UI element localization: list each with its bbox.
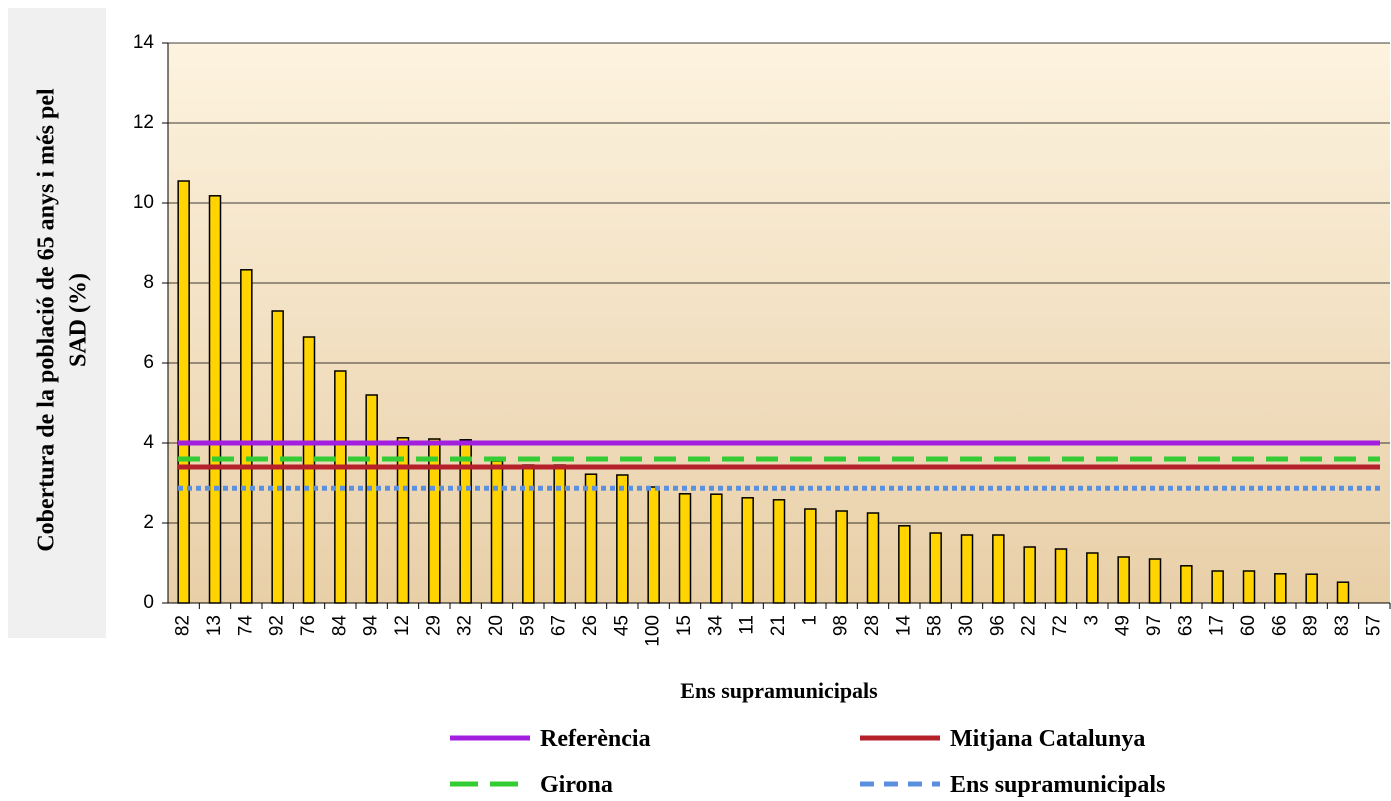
bar [1274, 573, 1287, 604]
x-tick-label: 20 [486, 615, 507, 636]
bar [177, 180, 190, 604]
bar [1211, 570, 1224, 604]
x-tick-label: 29 [423, 615, 444, 636]
x-tick-label: 11 [737, 615, 758, 635]
x-tick-label: 13 [204, 615, 225, 636]
bar [1148, 558, 1162, 604]
y-tick-label: 10 [133, 192, 154, 213]
x-tick-label: 32 [455, 615, 476, 636]
x-axis-title: Ens supramunicipals [680, 678, 878, 703]
bar [1086, 552, 1099, 604]
x-tick-label: 96 [987, 615, 1008, 636]
x-tick-label: 30 [956, 615, 977, 636]
x-tick-label: 57 [1363, 615, 1384, 636]
x-tick-label: 21 [768, 615, 789, 636]
y-axis-title: Cobertura de la població de 65 anys i mé… [34, 88, 60, 552]
bar [992, 534, 1005, 604]
x-tick-label: 84 [329, 615, 350, 637]
y-tick-label: 0 [143, 592, 154, 613]
bar [866, 512, 880, 604]
x-tick-label: 82 [173, 615, 194, 636]
bar [1305, 573, 1318, 604]
bar [240, 269, 253, 604]
bar [929, 532, 942, 604]
bar [898, 525, 911, 604]
x-tick-label: 58 [925, 615, 946, 636]
bar [835, 510, 848, 604]
x-tick-label: 59 [517, 615, 538, 636]
x-tick-label: 92 [267, 615, 288, 636]
x-tick-label: 17 [1207, 615, 1228, 636]
x-tick-label: 94 [361, 615, 382, 637]
x-tick-label: 26 [580, 615, 601, 636]
x-tick-label: 72 [1050, 615, 1071, 636]
bar [490, 460, 504, 604]
bar [772, 499, 786, 604]
legend-label: Ens supramunicipals [950, 772, 1165, 798]
x-tick-label: 83 [1332, 615, 1353, 636]
x-tick-label: 60 [1238, 615, 1259, 636]
x-tick-label: 74 [235, 615, 256, 637]
x-tick-label: 14 [893, 615, 914, 637]
legend-label: Mitjana Catalunya [950, 726, 1145, 752]
bar [1180, 565, 1193, 604]
x-tick-label: 89 [1301, 615, 1322, 636]
x-tick-label: 28 [862, 615, 883, 636]
x-tick-label: 1 [799, 615, 820, 626]
y-tick-label: 14 [133, 32, 155, 53]
bar [647, 486, 660, 604]
bar [1336, 581, 1350, 604]
y-tick-label: 12 [133, 112, 154, 133]
bar [1242, 570, 1256, 604]
x-tick-label: 66 [1269, 615, 1290, 636]
x-tick-label: 45 [611, 615, 632, 636]
x-tick-label: 63 [1175, 615, 1196, 636]
bar [584, 473, 598, 604]
bar [459, 439, 472, 604]
bar [1117, 556, 1130, 604]
bar [1054, 548, 1068, 604]
bar [396, 437, 410, 604]
x-tick-label: 49 [1113, 615, 1134, 636]
y-axis-title: SAD (%) [66, 273, 92, 367]
bar [710, 493, 723, 604]
bar [365, 394, 378, 604]
y-tick-label: 8 [143, 272, 154, 293]
y-tick-label: 4 [143, 432, 154, 453]
bar [428, 438, 441, 604]
bar [804, 508, 817, 604]
legend-label: Girona [540, 772, 613, 798]
x-tick-label: 67 [549, 615, 570, 636]
y-tick-label: 2 [143, 512, 154, 533]
legend-label: Referència [540, 726, 651, 752]
bar [616, 474, 629, 604]
x-tick-label: 12 [392, 615, 413, 636]
x-tick-label: 22 [1019, 615, 1040, 636]
x-tick-label: 97 [1144, 615, 1165, 636]
bar [678, 493, 692, 604]
bar [960, 534, 974, 604]
x-tick-label: 34 [705, 615, 726, 637]
ylabel-box [8, 8, 106, 638]
x-tick-label: 98 [831, 615, 852, 636]
x-tick-label: 100 [643, 615, 664, 647]
x-tick-label: 76 [298, 615, 319, 636]
y-tick-label: 6 [143, 352, 154, 373]
x-tick-label: 15 [674, 615, 695, 636]
bar [302, 336, 316, 604]
x-tick-label: 3 [1081, 615, 1102, 626]
bar [741, 497, 754, 604]
bar [208, 195, 222, 604]
bar [1023, 546, 1036, 604]
